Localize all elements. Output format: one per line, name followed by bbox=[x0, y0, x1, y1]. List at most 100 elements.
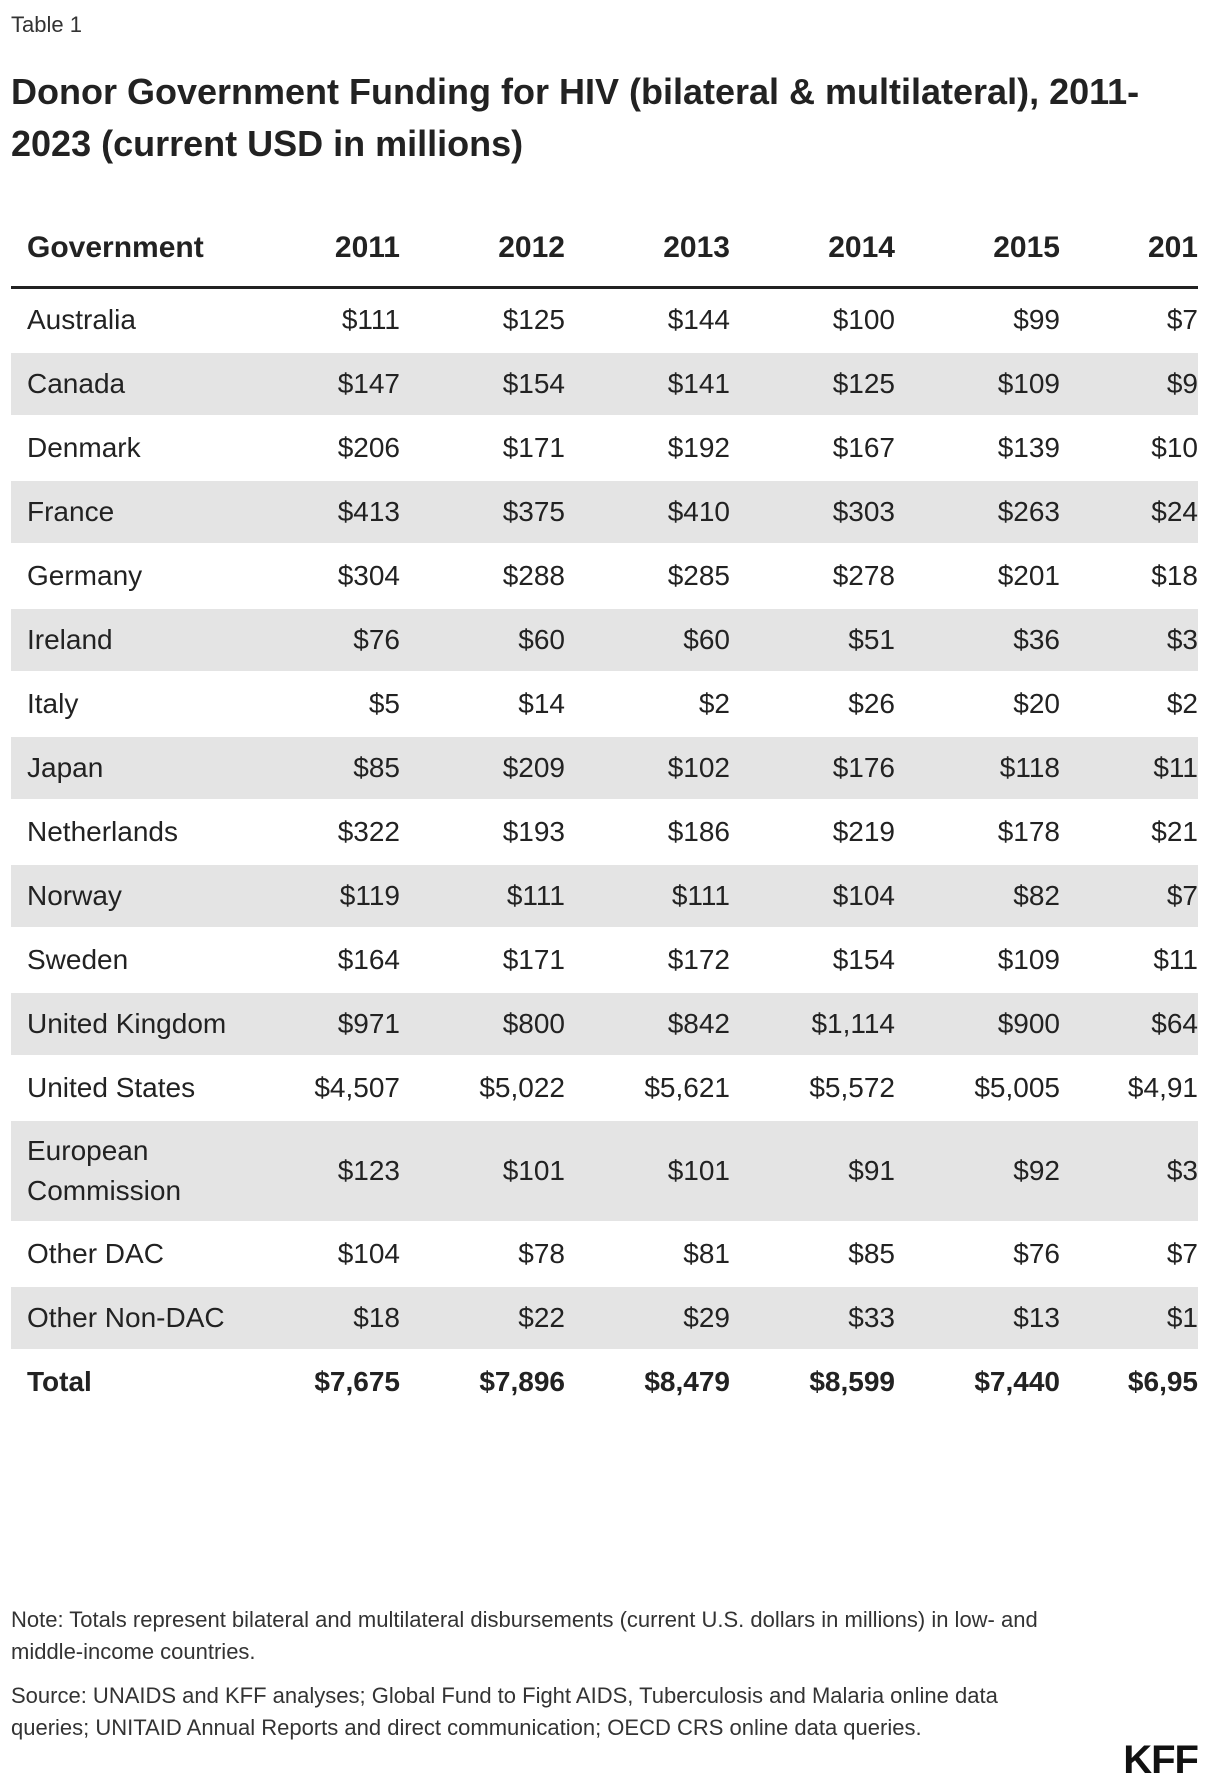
table-title: Donor Government Funding for HIV (bilate… bbox=[11, 71, 1140, 164]
row-label: Other DAC bbox=[11, 1222, 270, 1287]
table-wrap: Government 2011 2012 2013 2014 2015 201 Austra… bbox=[11, 210, 1198, 1415]
cell: $7,440 bbox=[895, 1350, 1060, 1415]
cell: $5 bbox=[270, 672, 400, 737]
cell: $11 bbox=[1060, 736, 1198, 801]
row-label: European Commission bbox=[11, 1120, 270, 1223]
cell: $109 bbox=[895, 352, 1060, 417]
cell: $101 bbox=[400, 1120, 565, 1223]
cell: $5,005 bbox=[895, 1056, 1060, 1121]
table-row: Canada $147 $154 $141 $125 $109 $9 bbox=[11, 352, 1198, 417]
cell: $76 bbox=[270, 608, 400, 673]
cell: $104 bbox=[730, 864, 895, 929]
cell: $147 bbox=[270, 352, 400, 417]
cell: $7 bbox=[1060, 864, 1198, 929]
cell: $303 bbox=[730, 480, 895, 545]
cell: $99 bbox=[895, 287, 1060, 353]
cell: $171 bbox=[400, 416, 565, 481]
cell: $201 bbox=[895, 544, 1060, 609]
cell: $2 bbox=[565, 672, 730, 737]
cell: $186 bbox=[565, 800, 730, 865]
note: Note: Totals represent bilateral and mul… bbox=[11, 1607, 1038, 1664]
cell: $5,621 bbox=[565, 1056, 730, 1121]
cell: $304 bbox=[270, 544, 400, 609]
table-row: Sweden $164 $171 $172 $154 $109 $11 bbox=[11, 928, 1198, 993]
row-label: Ireland bbox=[11, 608, 270, 673]
column-header: 2012 bbox=[400, 210, 565, 289]
cell: $800 bbox=[400, 992, 565, 1057]
cell: $375 bbox=[400, 480, 565, 545]
cell: $219 bbox=[730, 800, 895, 865]
row-label: France bbox=[11, 480, 270, 545]
cell: $8,599 bbox=[730, 1350, 895, 1415]
cell: $193 bbox=[400, 800, 565, 865]
cell: $278 bbox=[730, 544, 895, 609]
table-row: Norway $119 $111 $111 $104 $82 $7 bbox=[11, 864, 1198, 929]
table-label: Table 1 bbox=[11, 12, 82, 37]
cell: $8,479 bbox=[565, 1350, 730, 1415]
row-label: Australia bbox=[11, 287, 270, 353]
table-row: Germany $304 $288 $285 $278 $201 $18 bbox=[11, 544, 1198, 609]
cell: $78 bbox=[400, 1222, 565, 1287]
row-label: Japan bbox=[11, 736, 270, 801]
cell: $3 bbox=[1060, 608, 1198, 673]
table-row: United States $4,507 $5,022 $5,621 $5,572 $5,… bbox=[11, 1056, 1198, 1121]
cell: $209 bbox=[400, 736, 565, 801]
table-row: Other Non-DAC $18 $22 $29 $33 $13 $1 bbox=[11, 1286, 1198, 1351]
cell: $22 bbox=[400, 1286, 565, 1351]
logo: KFF bbox=[1123, 1738, 1199, 1782]
total-row: Total $7,675 $7,896 $8,479 $8,599 $7,440 $6,95 bbox=[11, 1350, 1198, 1415]
cell: $413 bbox=[270, 480, 400, 545]
cell: $81 bbox=[565, 1222, 730, 1287]
cell: $85 bbox=[730, 1222, 895, 1287]
cell: $178 bbox=[895, 800, 1060, 865]
table-row: Australia $111 $125 $144 $100 $99 $7 bbox=[11, 287, 1198, 353]
cell: $14 bbox=[400, 672, 565, 737]
table-row: Other DAC $104 $78 $81 $85 $76 $7 bbox=[11, 1222, 1198, 1287]
cell: $60 bbox=[400, 608, 565, 673]
row-label: Canada bbox=[11, 352, 270, 417]
cell: $154 bbox=[730, 928, 895, 993]
cell: $51 bbox=[730, 608, 895, 673]
row-label: United Kingdom bbox=[11, 992, 270, 1057]
table-row: United Kingdom $971 $800 $842 $1,114 $900 $64 bbox=[11, 992, 1198, 1057]
table-row: Netherlands $322 $193 $186 $219 $178 $21 bbox=[11, 800, 1198, 865]
cell: $167 bbox=[730, 416, 895, 481]
column-header: 2013 bbox=[565, 210, 730, 289]
cell: $102 bbox=[565, 736, 730, 801]
cell: $172 bbox=[565, 928, 730, 993]
cell: $141 bbox=[565, 352, 730, 417]
cell: $5,022 bbox=[400, 1056, 565, 1121]
cell: $20 bbox=[895, 672, 1060, 737]
row-label: Norway bbox=[11, 864, 270, 929]
cell: $900 bbox=[895, 992, 1060, 1057]
cell: $7,675 bbox=[270, 1350, 400, 1415]
cell: $26 bbox=[730, 672, 895, 737]
cell: $3 bbox=[1060, 1120, 1198, 1223]
table-body: Australia $111 $125 $144 $100 $99 $7 Canada $147… bbox=[11, 287, 1198, 1415]
cell: $7 bbox=[1060, 1222, 1198, 1287]
cell: $6,95 bbox=[1060, 1350, 1198, 1415]
cell: $18 bbox=[270, 1286, 400, 1351]
cell: $24 bbox=[1060, 480, 1198, 545]
cell: $9 bbox=[1060, 352, 1198, 417]
cell: $118 bbox=[895, 736, 1060, 801]
cell: $123 bbox=[270, 1120, 400, 1223]
cell: $4,91 bbox=[1060, 1056, 1198, 1121]
cell: $171 bbox=[400, 928, 565, 993]
cell: $842 bbox=[565, 992, 730, 1057]
cell: $7,896 bbox=[400, 1350, 565, 1415]
cell: $10 bbox=[1060, 416, 1198, 481]
cell: $109 bbox=[895, 928, 1060, 993]
column-header: 2015 bbox=[895, 210, 1060, 289]
cell: $21 bbox=[1060, 800, 1198, 865]
row-label: Total bbox=[11, 1350, 270, 1415]
cell: $288 bbox=[400, 544, 565, 609]
row-label: Germany bbox=[11, 544, 270, 609]
cell: $971 bbox=[270, 992, 400, 1057]
row-label: United States bbox=[11, 1056, 270, 1121]
cell: $85 bbox=[270, 736, 400, 801]
cell: $125 bbox=[400, 287, 565, 353]
row-label: Other Non-DAC bbox=[11, 1286, 270, 1351]
cell: $410 bbox=[565, 480, 730, 545]
